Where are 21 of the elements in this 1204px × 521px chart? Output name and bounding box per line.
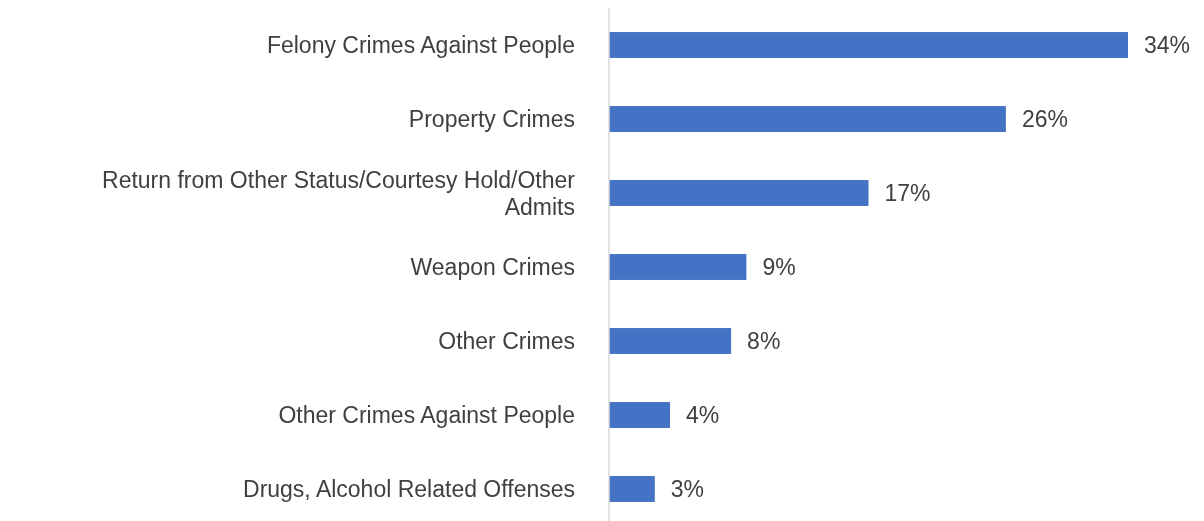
data-label: 34% — [1144, 32, 1191, 58]
bar — [609, 328, 732, 354]
data-label: 26% — [1021, 106, 1068, 132]
bar — [609, 402, 671, 428]
y-tick-label: Property Crimes — [408, 106, 575, 132]
data-label: 17% — [884, 180, 931, 206]
bar — [609, 254, 747, 280]
data-label: 4% — [686, 402, 720, 428]
y-tick-label: Felony Crimes Against People — [266, 32, 575, 58]
y-tick-label: Drugs, Alcohol Related Offenses — [243, 476, 575, 502]
data-label: 9% — [762, 254, 796, 280]
y-tick-label: Other Crimes — [438, 328, 575, 354]
bar — [609, 180, 869, 206]
data-label: 3% — [670, 476, 705, 502]
bar — [609, 476, 655, 502]
y-tick-label: Weapon Crimes — [410, 254, 575, 280]
y-tick-label: Return from Other Status/Courtesy Hold/Other Admits — [102, 166, 576, 220]
y-tick-label: Other Crimes Against People — [278, 402, 575, 428]
data-label: 8% — [747, 328, 781, 354]
bar — [609, 106, 1006, 132]
bar — [609, 32, 1128, 58]
